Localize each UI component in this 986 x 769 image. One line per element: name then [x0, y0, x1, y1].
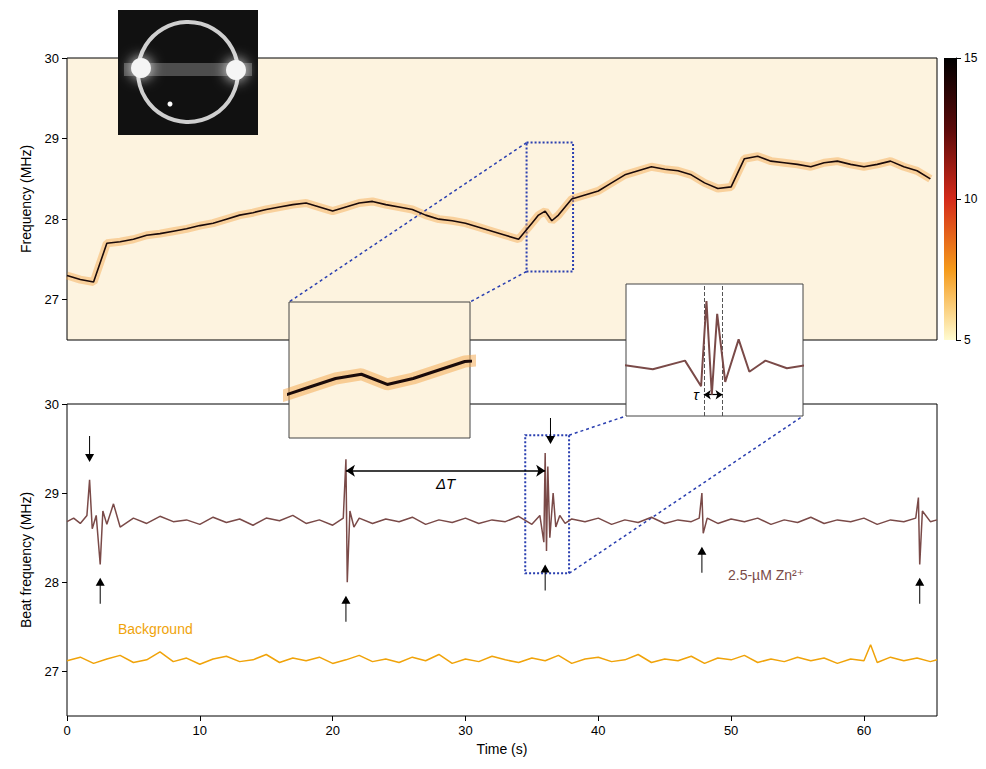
svg-text:20: 20 — [325, 723, 339, 738]
svg-text:28: 28 — [45, 575, 59, 590]
svg-text:10: 10 — [964, 192, 978, 206]
svg-text:60: 60 — [857, 723, 871, 738]
svg-text:Beat frequency (MHz): Beat frequency (MHz) — [18, 492, 34, 628]
svg-text:27: 27 — [45, 664, 59, 679]
svg-text:28: 28 — [45, 212, 59, 227]
svg-text:0: 0 — [63, 723, 70, 738]
svg-text:30: 30 — [45, 51, 59, 66]
svg-text:10: 10 — [193, 723, 207, 738]
svg-text:29: 29 — [45, 486, 59, 501]
svg-text:40: 40 — [591, 723, 605, 738]
svg-text:50: 50 — [724, 723, 738, 738]
svg-text:Background: Background — [118, 621, 193, 637]
svg-text:15: 15 — [964, 51, 978, 65]
svg-text:30: 30 — [45, 397, 59, 412]
svg-text:30: 30 — [458, 723, 472, 738]
svg-text:5: 5 — [964, 333, 971, 347]
svg-text:27: 27 — [45, 292, 59, 307]
svg-text:Time (s): Time (s) — [477, 741, 528, 757]
svg-text:τ: τ — [693, 386, 700, 403]
svg-text:29: 29 — [45, 131, 59, 146]
svg-text:2.5-µM Zn²⁺: 2.5-µM Zn²⁺ — [728, 567, 804, 583]
svg-text:ΔT: ΔT — [435, 475, 457, 492]
svg-text:Frequency (MHz): Frequency (MHz) — [18, 145, 34, 253]
